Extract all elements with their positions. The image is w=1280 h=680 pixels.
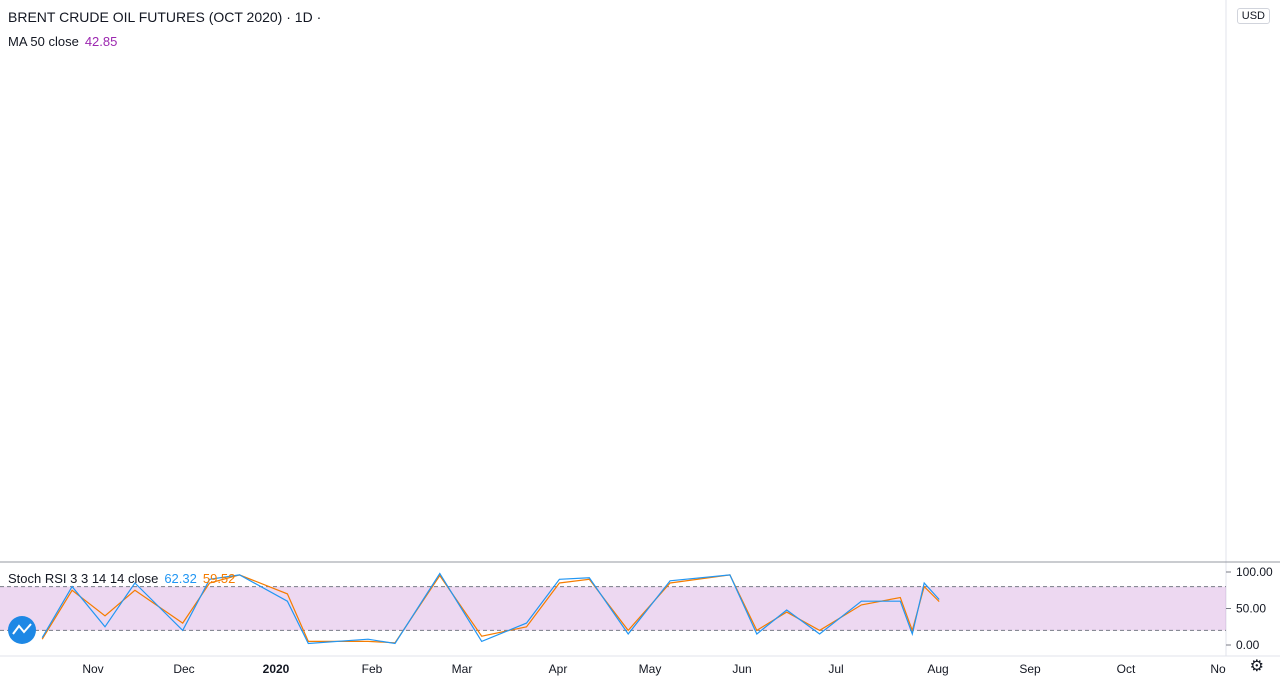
- stoch-band: [0, 586, 1226, 631]
- ma-legend[interactable]: MA 50 close 42.85: [8, 34, 117, 49]
- time-axis-label: Jul: [828, 662, 843, 676]
- stoch-tick-label: 0.00: [1236, 638, 1260, 652]
- stoch-label: Stoch RSI 3 3 14 14 close: [8, 571, 159, 586]
- ma-label: MA 50 close: [8, 34, 79, 49]
- ma-value: 42.85: [84, 34, 118, 49]
- stoch-tick-label: 50.00: [1236, 602, 1266, 616]
- stoch-k-value: 62.32: [164, 571, 197, 586]
- time-axis-label: Oct: [1117, 662, 1136, 676]
- time-axis-label: May: [639, 662, 662, 676]
- logo-wave-icon: [12, 623, 32, 635]
- symbol-title[interactable]: BRENT CRUDE OIL FUTURES (OCT 2020) · 1D …: [8, 9, 322, 25]
- time-axis-label: 2020: [263, 662, 290, 676]
- time-axis-label: Apr: [549, 662, 568, 676]
- chart-title: BRENT CRUDE OIL FUTURES (OCT 2020) · 1D …: [8, 9, 321, 25]
- time-axis-label: Jun: [732, 662, 751, 676]
- settings-gear-icon[interactable]: ⚙: [1249, 658, 1264, 675]
- stoch-legend[interactable]: Stoch RSI 3 3 14 14 close 62.32 59.52: [8, 571, 235, 586]
- time-axis-label: Aug: [927, 662, 948, 676]
- time-axis-label: No: [1210, 662, 1226, 676]
- stoch-tick-label: 100.00: [1236, 565, 1273, 579]
- currency-button[interactable]: USD: [1236, 8, 1270, 24]
- time-axis-label: Feb: [362, 662, 383, 676]
- time-axis-label: Nov: [82, 662, 103, 676]
- time-axis-label: Mar: [452, 662, 473, 676]
- stoch-d-value: 59.52: [202, 571, 236, 586]
- time-axis-label: Sep: [1019, 662, 1041, 676]
- stoch-k-line[interactable]: [41, 572, 940, 645]
- time-axis-label: Dec: [173, 662, 194, 676]
- stoch-d-line[interactable]: [41, 574, 940, 644]
